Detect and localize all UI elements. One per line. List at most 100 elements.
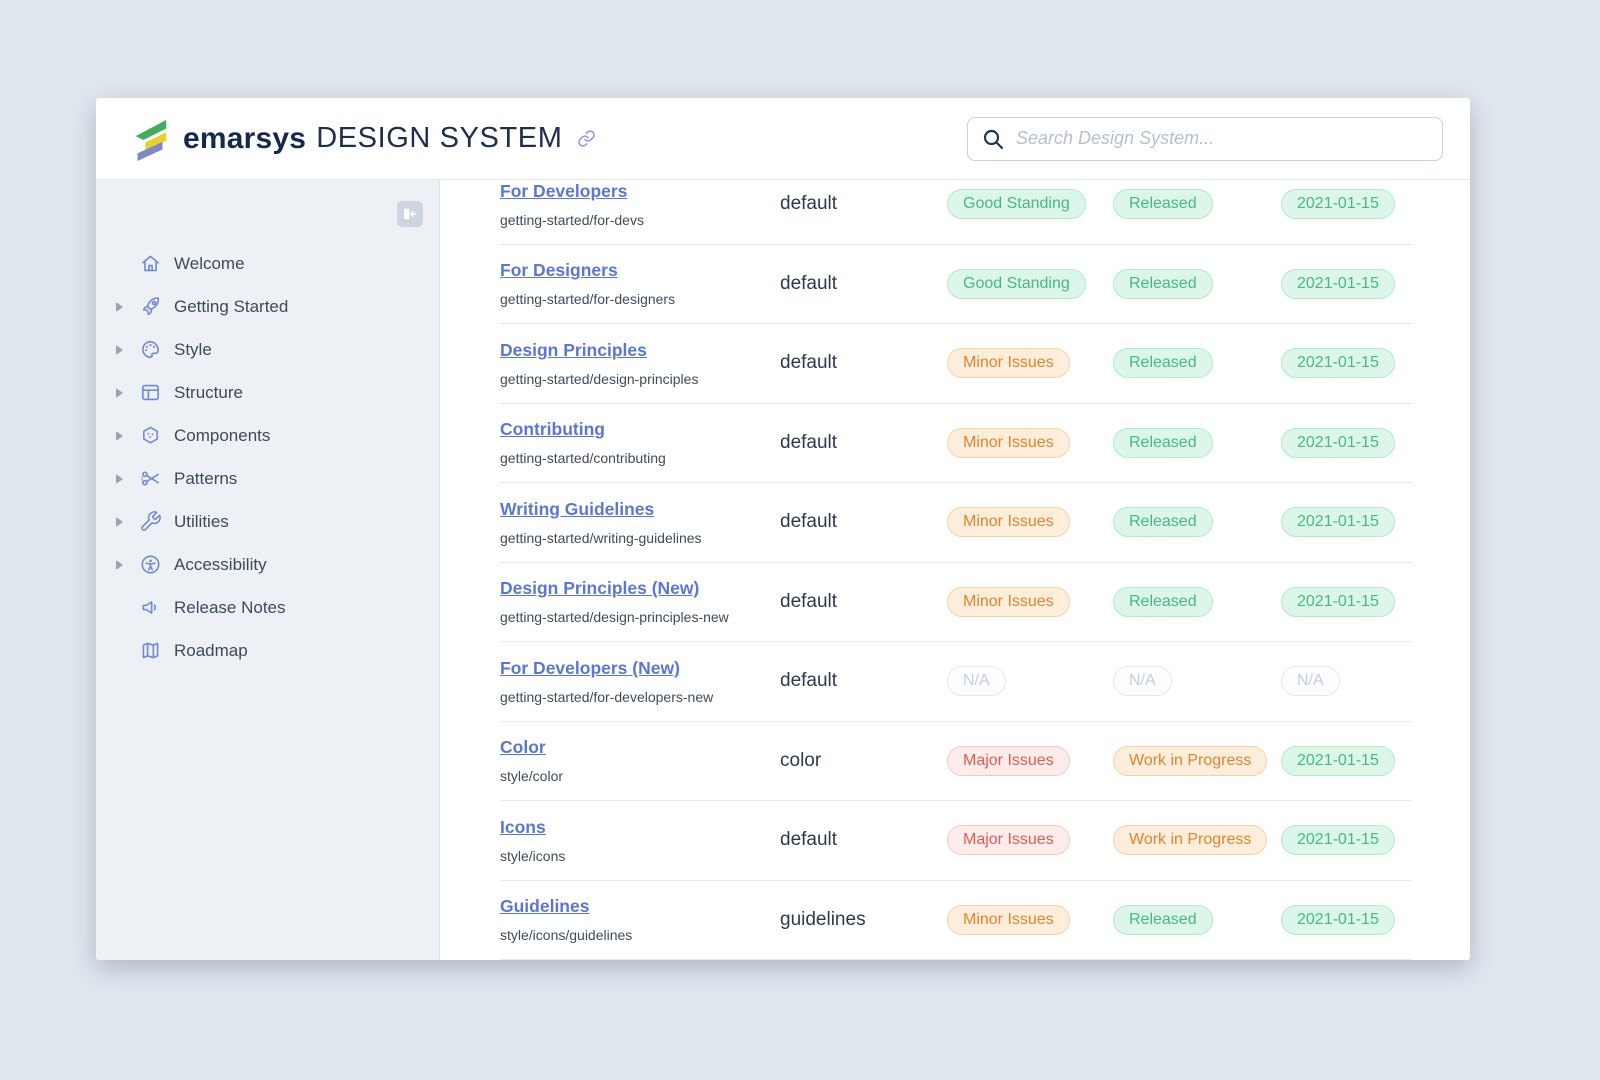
table-row: Writing Guidelines getting-started/writi… <box>500 483 1412 563</box>
scissors-icon <box>138 467 162 491</box>
sidebar-item-style[interactable]: Style <box>96 328 439 371</box>
date-badge: 2021-01-15 <box>1281 904 1395 935</box>
page-type: default <box>780 829 838 851</box>
sidebar-nav: Welcome Getting Started Style Structure … <box>96 242 439 672</box>
page-link[interactable]: Icons <box>500 816 546 837</box>
sidebar-item-components[interactable]: Components <box>96 414 439 457</box>
page-path: style/icons <box>500 847 566 864</box>
date-badge: 2021-01-15 <box>1281 745 1395 776</box>
rocket-icon <box>138 295 162 319</box>
sidebar-item-utilities[interactable]: Utilities <box>96 500 439 543</box>
page-link[interactable]: Color <box>500 737 546 758</box>
table-row: Design Principles (New) getting-started/… <box>500 563 1412 642</box>
chevron-right-icon[interactable] <box>116 388 130 398</box>
page-link[interactable]: Writing Guidelines <box>500 498 655 519</box>
link-icon[interactable] <box>577 129 597 149</box>
release-badge: Released <box>1113 904 1213 935</box>
status-badge: N/A <box>947 666 1006 697</box>
sidebar-collapse-button[interactable] <box>397 201 423 227</box>
release-badge: N/A <box>1113 666 1172 697</box>
release-badge: Released <box>1113 189 1213 220</box>
page-type: default <box>780 431 838 453</box>
table-row: Contributing getting-started/contributin… <box>500 404 1412 483</box>
page-path: getting-started/for-designers <box>500 291 676 308</box>
search-icon <box>983 129 1004 149</box>
page-link[interactable]: For Developers (New) <box>500 657 680 678</box>
pages-table: For Developers getting-started/for-devs … <box>440 180 1470 960</box>
date-badge: 2021-01-15 <box>1281 825 1395 856</box>
chevron-right-icon[interactable] <box>116 517 130 527</box>
chevron-right-icon[interactable] <box>116 560 130 570</box>
map-icon <box>138 639 162 663</box>
page-path: getting-started/design-principles <box>500 370 699 387</box>
page-type: default <box>780 670 838 692</box>
search-input[interactable] <box>1014 127 1429 150</box>
hexagon-icon <box>138 424 162 448</box>
sidebar-item-getting-started[interactable]: Getting Started <box>96 285 439 328</box>
table-row: Color style/color color Major Issues Wor… <box>500 722 1412 801</box>
release-badge: Work in Progress <box>1113 745 1268 776</box>
status-badge: Major Issues <box>947 745 1070 776</box>
page-link[interactable]: Guidelines <box>500 896 590 917</box>
layout-icon <box>138 381 162 405</box>
sidebar-item-accessibility[interactable]: Accessibility <box>96 543 439 586</box>
page-link[interactable]: Design Principles <box>500 339 647 360</box>
date-badge: 2021-01-15 <box>1281 268 1395 299</box>
app-header: emarsys DESIGN SYSTEM <box>96 98 1470 180</box>
page-path: getting-started/writing-guidelines <box>500 529 702 546</box>
page-type: default <box>780 511 838 533</box>
collapse-sidebar-icon <box>404 208 417 220</box>
sidebar-item-welcome[interactable]: Welcome <box>96 242 439 285</box>
page-type: color <box>780 749 822 771</box>
sidebar-item-label: Components <box>174 425 271 445</box>
page-link[interactable]: For Designers <box>500 260 618 281</box>
date-badge: 2021-01-15 <box>1281 427 1395 458</box>
chevron-right-icon[interactable] <box>116 345 130 355</box>
page-type: default <box>780 272 838 294</box>
sidebar-item-label: Roadmap <box>174 640 248 660</box>
sidebar-item-structure[interactable]: Structure <box>96 371 439 414</box>
status-badge: Minor Issues <box>947 904 1070 935</box>
release-badge: Released <box>1113 268 1213 299</box>
status-badge: Minor Issues <box>947 348 1070 379</box>
status-badge: Major Issues <box>947 825 1070 856</box>
page-link[interactable]: For Developers <box>500 180 628 201</box>
main-area: Welcome Getting Started Style Structure … <box>96 180 1470 960</box>
page-type: guidelines <box>780 908 866 930</box>
sidebar-item-label: Patterns <box>174 468 238 488</box>
search-box <box>967 116 1443 161</box>
megaphone-icon <box>138 596 162 620</box>
table-row: Guidelines style/icons/guidelines guidel… <box>500 881 1412 960</box>
page-path: style/color <box>500 768 564 785</box>
release-badge: Released <box>1113 507 1213 538</box>
chevron-right-icon[interactable] <box>116 302 130 312</box>
sidebar-item-label: Structure <box>174 382 243 402</box>
status-badge: Good Standing <box>947 268 1086 299</box>
table-row: For Developers getting-started/for-devs … <box>500 180 1412 245</box>
date-badge: 2021-01-15 <box>1281 348 1395 379</box>
emarsys-logo <box>135 119 167 161</box>
brand-name: emarsys <box>183 121 307 155</box>
date-badge: 2021-01-15 <box>1281 189 1395 220</box>
accessibility-icon <box>138 553 162 577</box>
chevron-right-icon[interactable] <box>116 474 130 484</box>
page-path: style/icons/guidelines <box>500 927 633 944</box>
status-badge: Minor Issues <box>947 427 1070 458</box>
page-path: getting-started/contributing <box>500 450 666 467</box>
palette-icon <box>138 338 162 362</box>
table-row: For Designers getting-started/for-design… <box>500 245 1412 324</box>
page-link[interactable]: Contributing <box>500 419 605 440</box>
home-icon <box>138 252 162 276</box>
date-badge: 2021-01-15 <box>1281 586 1395 617</box>
sidebar-item-roadmap[interactable]: Roadmap <box>96 629 439 672</box>
page-path: getting-started/design-principles-new <box>500 609 729 626</box>
sidebar-item-label: Utilities <box>174 511 229 531</box>
sidebar-item-label: Accessibility <box>174 554 267 574</box>
chevron-right-icon[interactable] <box>116 431 130 441</box>
sidebar-item-label: Release Notes <box>174 597 286 617</box>
status-badge: Minor Issues <box>947 586 1070 617</box>
page-link[interactable]: Design Principles (New) <box>500 578 700 599</box>
sidebar-item-patterns[interactable]: Patterns <box>96 457 439 500</box>
sidebar-item-release-notes[interactable]: Release Notes <box>96 586 439 629</box>
sidebar: Welcome Getting Started Style Structure … <box>96 180 440 960</box>
